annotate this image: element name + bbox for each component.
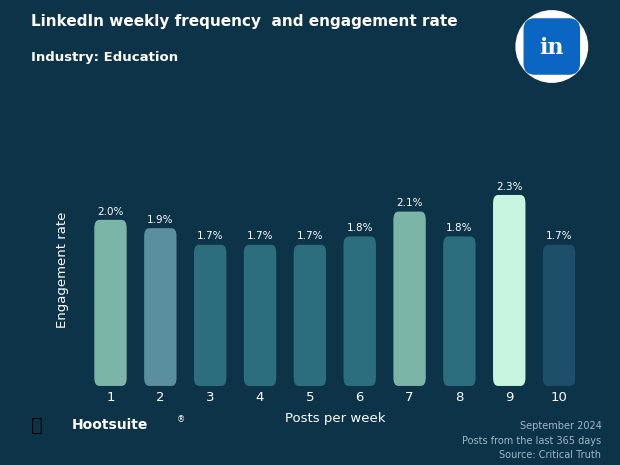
Text: Industry: Education: Industry: Education: [31, 51, 178, 64]
Text: in: in: [539, 37, 564, 59]
Text: ®: ®: [177, 415, 185, 425]
Text: Hootsuite: Hootsuite: [71, 418, 148, 432]
Y-axis label: Engagement rate: Engagement rate: [56, 212, 69, 328]
Text: 2.0%: 2.0%: [97, 206, 124, 217]
Circle shape: [516, 11, 588, 82]
FancyBboxPatch shape: [393, 212, 426, 386]
FancyBboxPatch shape: [94, 220, 126, 386]
Text: 1.9%: 1.9%: [147, 215, 174, 225]
X-axis label: Posts per week: Posts per week: [285, 412, 385, 425]
FancyBboxPatch shape: [443, 237, 476, 386]
FancyBboxPatch shape: [493, 195, 526, 386]
FancyBboxPatch shape: [244, 245, 277, 386]
Text: LinkedIn weekly frequency  and engagement rate: LinkedIn weekly frequency and engagement…: [31, 14, 458, 29]
Text: 1.8%: 1.8%: [347, 223, 373, 233]
FancyBboxPatch shape: [343, 237, 376, 386]
Text: 1.7%: 1.7%: [247, 232, 273, 241]
Text: September 2024
Posts from the last 365 days
Source: Critical Truth: September 2024 Posts from the last 365 d…: [463, 421, 601, 460]
Text: 2.1%: 2.1%: [396, 198, 423, 208]
Text: 2.3%: 2.3%: [496, 182, 523, 192]
FancyBboxPatch shape: [523, 18, 580, 75]
Text: 1.7%: 1.7%: [546, 232, 572, 241]
FancyBboxPatch shape: [543, 245, 575, 386]
Text: 🦉: 🦉: [31, 416, 43, 435]
FancyBboxPatch shape: [144, 228, 177, 386]
Text: 1.7%: 1.7%: [197, 232, 223, 241]
Text: 1.7%: 1.7%: [296, 232, 323, 241]
FancyBboxPatch shape: [294, 245, 326, 386]
Text: 1.8%: 1.8%: [446, 223, 472, 233]
FancyBboxPatch shape: [194, 245, 226, 386]
